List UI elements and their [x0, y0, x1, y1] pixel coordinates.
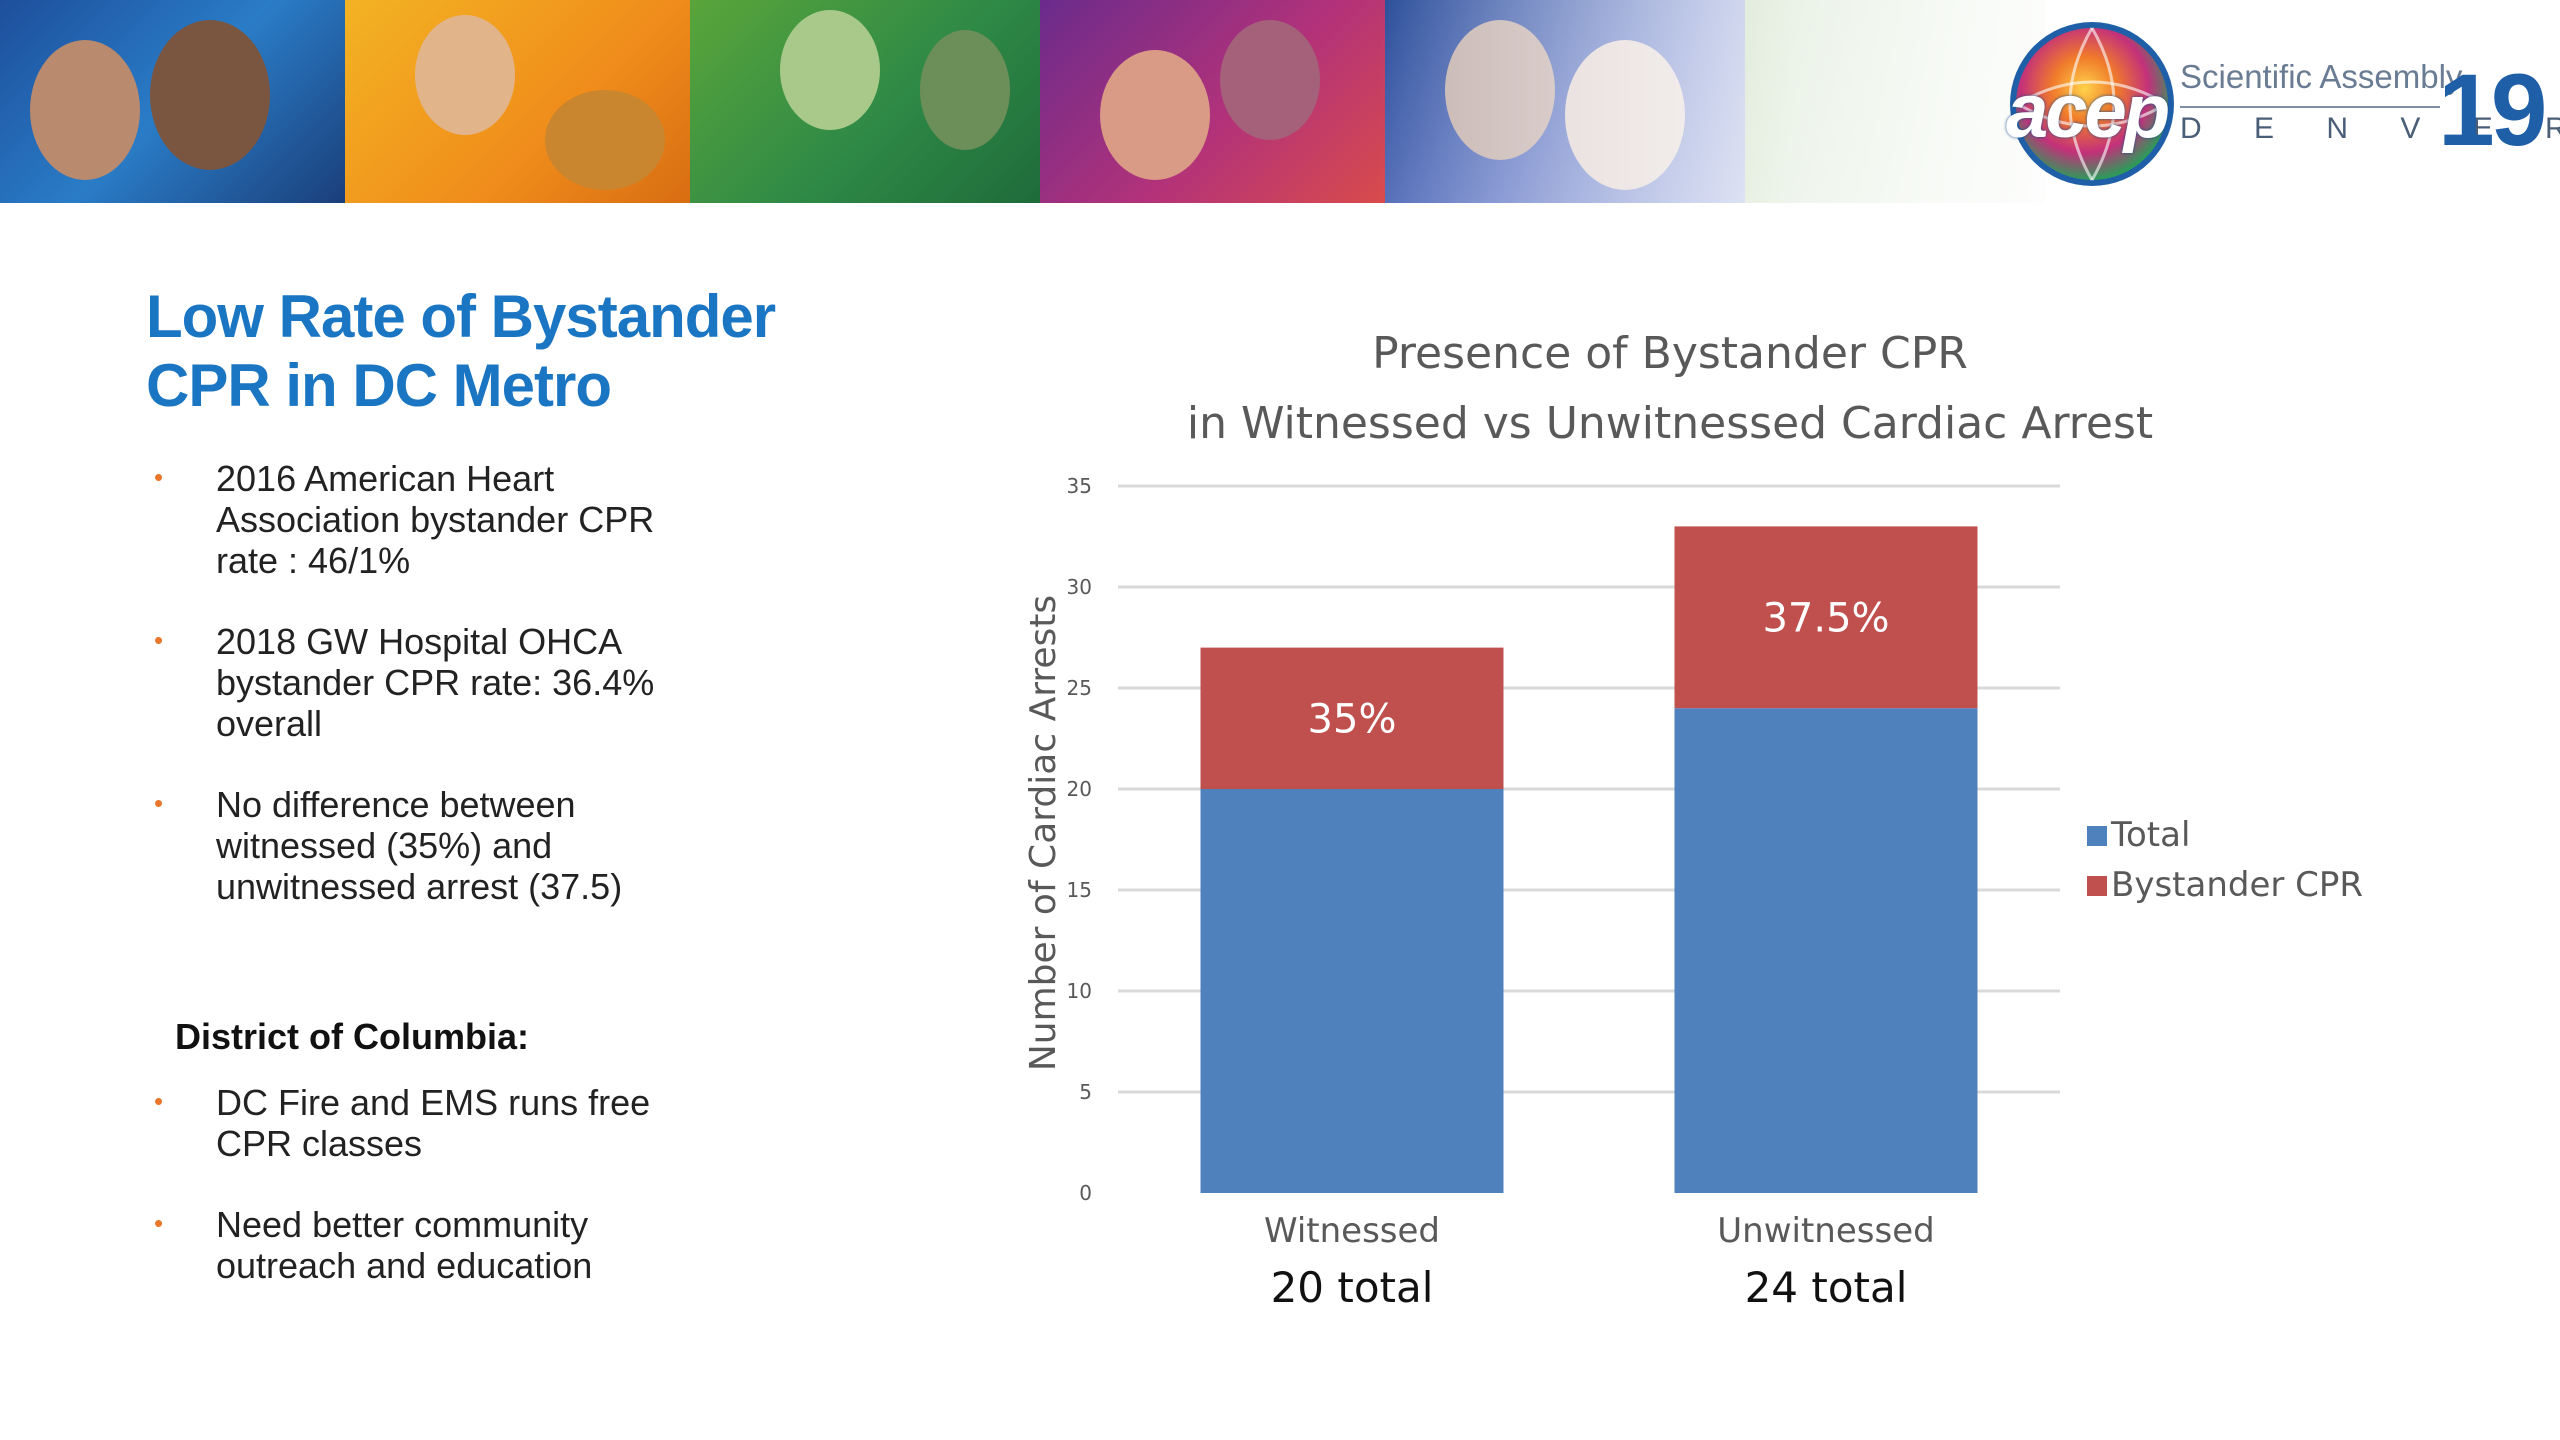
slide-title: Low Rate of Bystander CPR in DC Metro: [146, 282, 926, 420]
x-category-label: Witnessed: [1264, 1211, 1440, 1251]
list-item: • Need better community outreach and edu…: [150, 1204, 670, 1286]
bullet-icon: •: [154, 1208, 164, 1238]
dc-subhead: District of Columbia:: [175, 1016, 530, 1057]
list-item: • 2018 GW Hospital OHCA bystander CPR ra…: [150, 621, 670, 744]
bar-bystander-cpr: [1200, 647, 1504, 789]
bar-total: [1200, 789, 1504, 1193]
bullet-icon: •: [154, 788, 164, 818]
banner-photo-3: [690, 0, 1040, 203]
y-tick-label: 5: [1079, 1080, 1092, 1104]
y-tick-label: 15: [1067, 878, 1092, 902]
header-banner: [0, 0, 2560, 203]
y-axis-ticks: 0 5 10 15 20 25 30 35: [1067, 474, 1092, 1205]
legend-entry: Total: [2110, 815, 2190, 855]
category-total-label: 20 total: [1271, 1263, 1434, 1312]
legend-swatch: [2087, 826, 2107, 846]
bullet-text: 2018 GW Hospital OHCA bystander CPR rate…: [216, 621, 655, 744]
slide-title-line1: Low Rate of Bystander: [146, 283, 776, 350]
chart-title-line2: in Witnessed vs Unwitnessed Cardiac Arre…: [1187, 398, 2153, 449]
y-tick-label: 30: [1067, 575, 1092, 599]
chart-legend: Total Bystander CPR: [2087, 815, 2363, 905]
banner-photo-4: [1040, 0, 1385, 203]
y-tick-label: 35: [1067, 474, 1092, 498]
y-tick-label: 10: [1067, 979, 1092, 1003]
bullet-text: DC Fire and EMS runs free CPR classes: [216, 1082, 651, 1164]
dc-bullet-list: • DC Fire and EMS runs free CPR classes …: [150, 1082, 670, 1326]
bullet-icon: •: [154, 462, 164, 492]
logo-year: 19: [2438, 53, 2547, 167]
banner-photo-1: [0, 0, 345, 203]
logo-scientific-assembly: Scientific Assembly: [2180, 58, 2463, 95]
y-tick-label: 25: [1067, 676, 1092, 700]
x-category-label: Unwitnessed: [1717, 1211, 1934, 1251]
list-item: • 2016 American Heart Association bystan…: [150, 458, 670, 581]
bar-total: [1674, 708, 1978, 1193]
bullet-icon: •: [154, 1086, 164, 1116]
bullet-icon: •: [154, 625, 164, 655]
data-label: 35%: [1308, 696, 1397, 742]
y-tick-label: 0: [1079, 1181, 1092, 1205]
main-bullet-list: • 2016 American Heart Association bystan…: [150, 458, 670, 947]
bullet-text: Need better community outreach and educa…: [216, 1204, 593, 1286]
banner-photo-2: [345, 0, 690, 203]
logo-denver: D E N V E R: [2180, 112, 2560, 145]
legend-entry: Bystander CPR: [2111, 865, 2363, 905]
bullet-text: 2016 American Heart Association bystande…: [216, 458, 655, 581]
globe-icon: [2010, 22, 2174, 186]
bar-bystander-cpr: [1674, 526, 1978, 709]
data-label: 37.5%: [1762, 595, 1889, 641]
legend-swatch: [2087, 876, 2107, 896]
bar-series: 35% 37.5%: [1200, 526, 1978, 1193]
acep-logo: acep Scientific Assembly D E N V E R 19: [2000, 12, 2560, 192]
list-item: • No difference between witnessed (35%) …: [150, 784, 670, 907]
list-item: • DC Fire and EMS runs free CPR classes: [150, 1082, 670, 1164]
y-axis-label: Number of Cardiac Arrests: [1023, 595, 1064, 1071]
slide-title-line2: CPR in DC Metro: [146, 352, 612, 419]
chart-title-line1: Presence of Bystander CPR: [1372, 328, 1968, 379]
x-axis-labels: Witnessed 20 total Unwitnessed 24 total: [1264, 1211, 1935, 1312]
y-tick-label: 20: [1067, 777, 1092, 801]
category-total-label: 24 total: [1745, 1263, 1908, 1312]
bullet-text: No difference between witnessed (35%) an…: [216, 784, 623, 907]
logo-brand: acep: [2006, 69, 2170, 154]
